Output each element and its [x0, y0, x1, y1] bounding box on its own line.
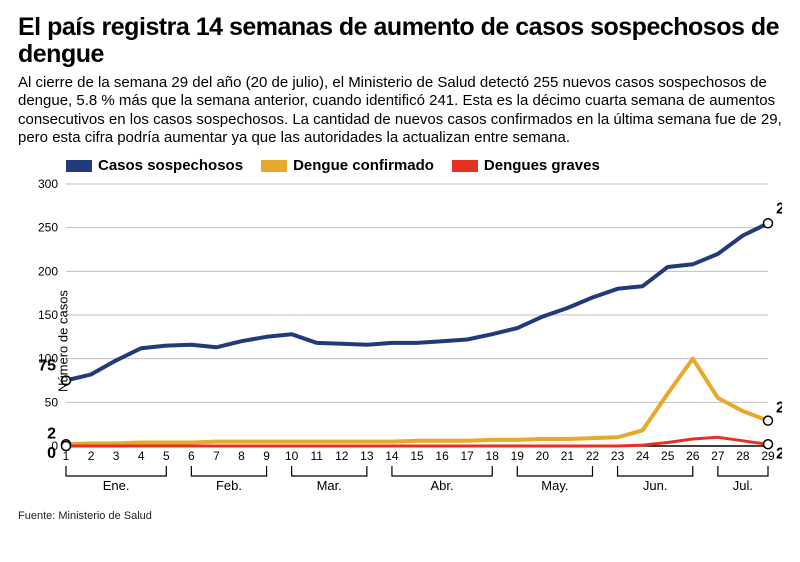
svg-text:7: 7: [213, 449, 220, 463]
y-axis-label: Número de casos: [55, 290, 70, 392]
svg-text:Abr.: Abr.: [431, 478, 454, 493]
svg-text:75: 75: [38, 358, 56, 375]
svg-text:21: 21: [561, 449, 575, 463]
svg-text:15: 15: [410, 449, 424, 463]
source-text: Fuente: Ministerio de Salud: [18, 510, 782, 522]
subtitle-text: Al cierre de la semana 29 del año (20 de…: [18, 74, 782, 147]
chart-legend: Casos sospechosos Dengue confirmado Deng…: [66, 157, 782, 174]
svg-text:0: 0: [47, 445, 56, 462]
svg-text:12: 12: [335, 449, 349, 463]
svg-text:4: 4: [138, 449, 145, 463]
svg-text:Feb.: Feb.: [216, 478, 242, 493]
svg-text:Ene.: Ene.: [103, 478, 130, 493]
line-chart-svg: 0501001502002503001234567891011121314151…: [18, 176, 782, 506]
svg-text:50: 50: [45, 396, 59, 410]
svg-text:Mar.: Mar.: [317, 478, 342, 493]
svg-text:6: 6: [188, 449, 195, 463]
svg-text:200: 200: [38, 265, 58, 279]
svg-text:2: 2: [47, 425, 56, 442]
swatch-graves: [452, 160, 478, 172]
legend-label-confirmado: Dengue confirmado: [293, 157, 434, 174]
svg-text:8: 8: [238, 449, 245, 463]
svg-text:300: 300: [38, 177, 58, 191]
svg-text:14: 14: [385, 449, 399, 463]
svg-text:20: 20: [536, 449, 550, 463]
svg-text:25: 25: [661, 449, 675, 463]
legend-label-sospechosos: Casos sospechosos: [98, 157, 243, 174]
svg-text:3: 3: [113, 449, 120, 463]
legend-label-graves: Dengues graves: [484, 157, 600, 174]
svg-text:18: 18: [486, 449, 500, 463]
legend-item-sospechosos: Casos sospechosos: [66, 157, 243, 174]
svg-text:24: 24: [636, 449, 650, 463]
svg-text:Jun.: Jun.: [643, 478, 668, 493]
svg-text:May.: May.: [541, 478, 568, 493]
svg-text:17: 17: [460, 449, 474, 463]
svg-text:13: 13: [360, 449, 374, 463]
legend-item-confirmado: Dengue confirmado: [261, 157, 434, 174]
svg-text:16: 16: [435, 449, 449, 463]
legend-item-graves: Dengues graves: [452, 157, 600, 174]
svg-text:28: 28: [736, 449, 750, 463]
svg-text:5: 5: [163, 449, 170, 463]
svg-text:11: 11: [310, 449, 323, 463]
svg-text:22: 22: [586, 449, 600, 463]
chart-area: Número de casos 050100150200250300123456…: [18, 176, 782, 506]
svg-text:255: 255: [776, 200, 782, 217]
page-title: El país registra 14 semanas de aumento d…: [18, 14, 782, 68]
svg-text:29: 29: [776, 400, 782, 417]
svg-text:19: 19: [511, 449, 525, 463]
svg-text:26: 26: [686, 449, 700, 463]
svg-text:250: 250: [38, 221, 58, 235]
svg-text:23: 23: [611, 449, 625, 463]
swatch-sospechosos: [66, 160, 92, 172]
svg-text:Jul.: Jul.: [733, 478, 753, 493]
swatch-confirmado: [261, 160, 287, 172]
svg-text:2: 2: [88, 449, 95, 463]
svg-text:29: 29: [761, 449, 775, 463]
svg-text:10: 10: [285, 449, 299, 463]
svg-text:27: 27: [711, 449, 725, 463]
svg-text:9: 9: [263, 449, 270, 463]
svg-text:2: 2: [776, 445, 782, 462]
